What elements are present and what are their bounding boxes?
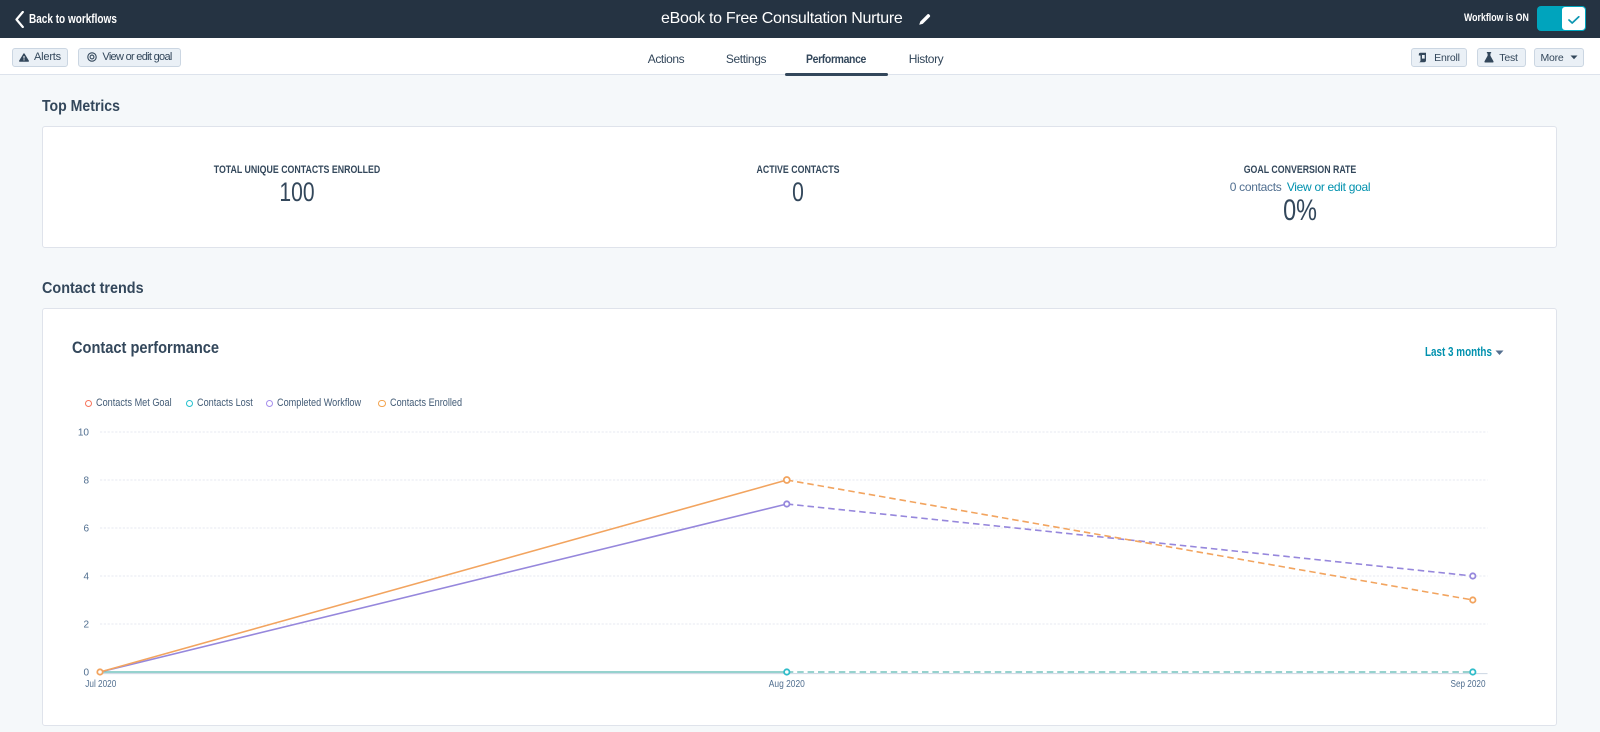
svg-text:10: 10 bbox=[78, 428, 90, 439]
svg-text:6: 6 bbox=[83, 524, 89, 535]
svg-text:8: 8 bbox=[83, 476, 89, 487]
svg-text:2: 2 bbox=[83, 620, 89, 631]
svg-text:Jul 2020: Jul 2020 bbox=[85, 679, 116, 690]
svg-text:4: 4 bbox=[83, 572, 89, 583]
svg-text:Sep 2020: Sep 2020 bbox=[1451, 679, 1486, 690]
svg-text:Aug 2020: Aug 2020 bbox=[769, 679, 805, 690]
svg-text:0: 0 bbox=[83, 668, 89, 679]
